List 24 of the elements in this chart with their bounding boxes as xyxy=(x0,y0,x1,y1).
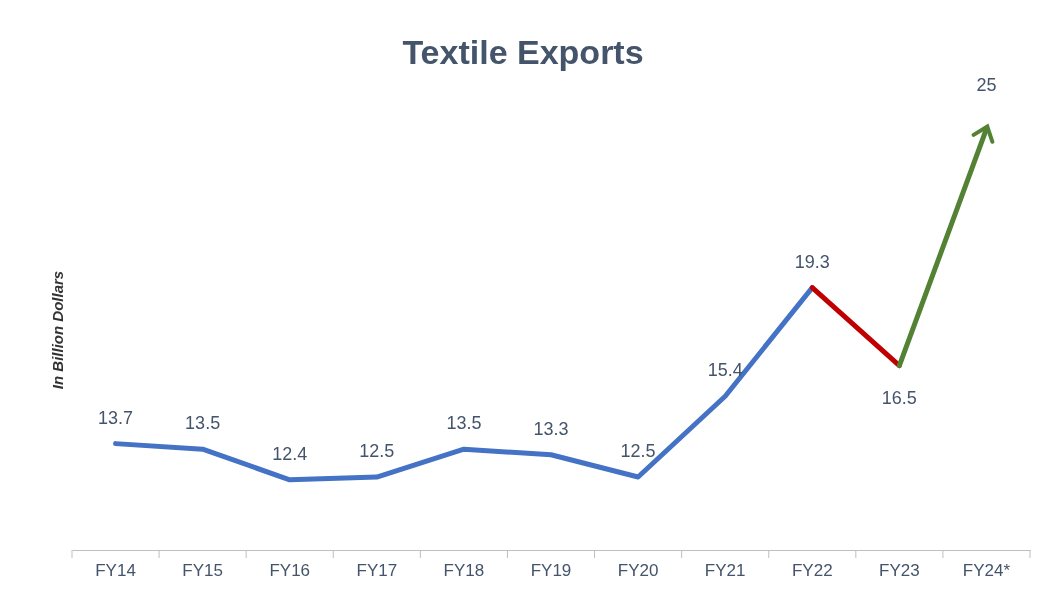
x-tick-label: FY18 xyxy=(443,561,485,581)
x-tick-label: FY19 xyxy=(530,561,572,581)
data-label: 25 xyxy=(976,74,997,95)
x-tick-label: FY20 xyxy=(617,561,659,581)
y-axis-title: In Billion Dollars xyxy=(49,270,66,390)
x-tick-label: FY21 xyxy=(704,561,746,581)
data-label: 16.5 xyxy=(881,387,917,408)
x-tick-label: FY16 xyxy=(269,561,311,581)
data-label: 19.3 xyxy=(794,251,830,272)
data-label: 13.7 xyxy=(98,407,134,428)
x-tick-label: FY22 xyxy=(791,561,833,581)
data-label: 12.5 xyxy=(620,441,656,462)
data-label: 13.3 xyxy=(533,418,569,439)
x-tick-label: FY24* xyxy=(962,561,1011,581)
data-label: 12.4 xyxy=(272,443,308,464)
data-label: 12.5 xyxy=(359,441,395,462)
data-label: 13.5 xyxy=(446,413,482,434)
x-tick-label: FY15 xyxy=(182,561,223,581)
chart-title: Textile Exports xyxy=(402,33,644,71)
data-label: 15.4 xyxy=(707,360,743,381)
data-label: 13.5 xyxy=(185,413,221,434)
x-tick-label: FY14 xyxy=(95,561,136,581)
x-tick-label: FY23 xyxy=(879,561,920,581)
x-tick-label: FY17 xyxy=(356,561,398,581)
